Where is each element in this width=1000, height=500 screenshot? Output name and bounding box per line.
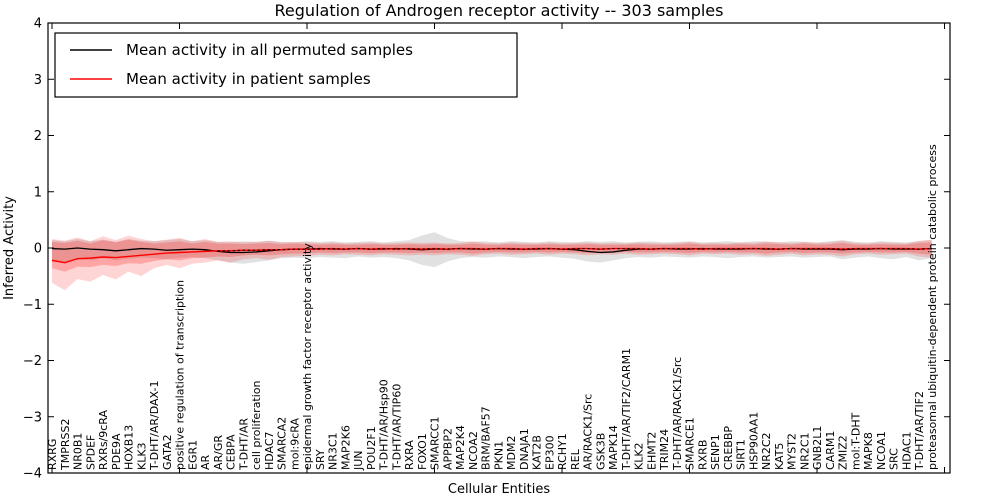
y-tick-label: 3 bbox=[34, 73, 42, 88]
legend: Mean activity in all permuted samples Me… bbox=[54, 32, 518, 98]
x-category-label: T-DHT/AR/TIF2/CARM1 bbox=[620, 348, 633, 471]
x-category-label: MAP2K6 bbox=[339, 425, 352, 470]
x-category-label: AR/GR bbox=[212, 435, 225, 470]
y-tick-label: 4 bbox=[34, 17, 42, 32]
x-category-label: SMARCC1 bbox=[429, 417, 442, 470]
x-category-label: T-DHT/AR bbox=[237, 418, 250, 471]
x-category-label: MYST2 bbox=[786, 433, 799, 470]
x-category-label: NCOA1 bbox=[875, 431, 888, 470]
x-category-label: RXRG bbox=[46, 439, 59, 470]
x-category-label: MAP2K4 bbox=[454, 425, 467, 470]
x-category-label: HDAC1 bbox=[900, 431, 913, 470]
x-category-label: T-DHT/AR/RACK1/Src bbox=[671, 357, 684, 471]
y-axis-label: Inferred Activity bbox=[2, 196, 17, 300]
x-category-label: MDM2 bbox=[505, 436, 518, 470]
y-tick-label: 2 bbox=[34, 129, 42, 144]
x-category-label: CREBBP bbox=[722, 426, 735, 470]
y-tick-label: 1 bbox=[34, 185, 42, 200]
x-category-label: FOXO1 bbox=[416, 433, 429, 470]
plot-area: 4 3 2 1 0 −1 −2 −3 −4 RXRG TMPRSS2 NR0B1 SPDEF RXRs/9… bbox=[23, 17, 950, 482]
x-category-label: T-DHT/AR/DAX-1 bbox=[148, 381, 161, 471]
x-axis-label: Cellular Entities bbox=[448, 482, 550, 497]
x-category-label: TMPRSS2 bbox=[59, 419, 72, 471]
legend-label-permuted: Mean activity in all permuted samples bbox=[126, 41, 413, 59]
x-category-label: APPBP2 bbox=[441, 428, 454, 470]
x-category-label: EP300 bbox=[543, 435, 556, 470]
x-category-label: SRY bbox=[314, 449, 327, 470]
legend-entry-patient: Mean activity in patient samples bbox=[70, 70, 371, 88]
axes-frame bbox=[47, 22, 951, 474]
x-category-label: CEBPA bbox=[225, 434, 238, 470]
x-category-label: NR2C2 bbox=[760, 432, 773, 470]
x-category-label: SMARCA2 bbox=[276, 417, 289, 470]
x-category-label: PKN1 bbox=[492, 441, 505, 470]
legend-entry-permuted: Mean activity in all permuted samples bbox=[70, 41, 413, 59]
x-category-label: RCHY1 bbox=[556, 433, 569, 470]
x-category-label: KLK3 bbox=[135, 442, 148, 470]
x-category-label: AR bbox=[199, 454, 212, 470]
x-category-label: HSP90AA1 bbox=[747, 412, 760, 470]
y-tick-label: −4 bbox=[23, 467, 42, 482]
x-category-label: EHMT2 bbox=[645, 432, 658, 470]
permuted-band bbox=[52, 232, 932, 268]
x-category-label: AR/RACK1/Src bbox=[582, 394, 595, 470]
x-category-label: KAT2B bbox=[531, 435, 544, 470]
x-category-label: MAPK8 bbox=[862, 432, 875, 470]
x-category-label: SMARCE1 bbox=[684, 417, 697, 470]
x-category-label: RXRB bbox=[696, 440, 709, 470]
series-line-1 bbox=[51, 247, 932, 264]
chart-title: Regulation of Androgen receptor activity… bbox=[275, 1, 724, 20]
x-category-label: T-DHT/AR/TIP60 bbox=[390, 384, 403, 471]
x-category-label: mol:9cRA bbox=[288, 418, 301, 470]
x-category-label: ZMIZ2 bbox=[837, 435, 850, 470]
x-category-label: NCOA2 bbox=[467, 431, 480, 470]
x-category-label: CARM1 bbox=[824, 431, 837, 470]
x-category-label: NR0B1 bbox=[72, 433, 85, 470]
x-category-label: HOXB13 bbox=[123, 425, 136, 470]
x-category-label: T-DHT/AR/Hsp90 bbox=[378, 379, 391, 471]
legend-box bbox=[54, 32, 518, 98]
x-category-label: HDAC7 bbox=[263, 431, 276, 470]
x-category-label: MAPK14 bbox=[607, 425, 620, 470]
x-category-label: SIRT1 bbox=[735, 439, 748, 470]
x-category-label: REL bbox=[569, 448, 582, 470]
y-tick-label: −2 bbox=[23, 354, 42, 369]
x-category-label: SPDEF bbox=[84, 435, 97, 470]
x-category-label: KAT5 bbox=[773, 443, 786, 470]
x-category-label: mol:T-DHT bbox=[849, 412, 862, 470]
x-category-label: GSK3B bbox=[594, 433, 607, 470]
x-category-label: NR3C1 bbox=[327, 432, 340, 470]
overlap-dash-texture bbox=[217, 247, 932, 252]
x-category-label: TRIM24 bbox=[658, 429, 671, 471]
x-category-label: RXRs/9cRA bbox=[97, 409, 110, 470]
x-category-label: epidermal growth factor receptor activit… bbox=[301, 243, 314, 470]
x-category-label: JUN bbox=[352, 450, 365, 471]
x-category-label: SENP1 bbox=[709, 434, 722, 470]
patient-band-inner bbox=[52, 239, 932, 272]
x-category-label: RXRA bbox=[403, 440, 416, 470]
x-category-label: DNAJA1 bbox=[518, 428, 531, 470]
y-tick-label: −3 bbox=[23, 410, 42, 425]
x-category-label: BRM/BAF57 bbox=[480, 406, 493, 470]
x-category-label: POU2F1 bbox=[365, 426, 378, 470]
x-category-label: KLK2 bbox=[633, 442, 646, 470]
legend-label-patient: Mean activity in patient samples bbox=[126, 70, 371, 88]
y-tick-label: −1 bbox=[23, 298, 42, 313]
x-category-label: PDE9A bbox=[110, 433, 123, 470]
x-category-label: GATA2 bbox=[161, 434, 174, 470]
x-category-label: T-DHT/AR/TIF2 bbox=[913, 391, 926, 471]
x-category-label: SRC bbox=[888, 448, 901, 470]
y-tick-label: 0 bbox=[34, 242, 42, 257]
x-category-label: GNB2L1 bbox=[811, 426, 824, 470]
x-category-label: EGR1 bbox=[186, 440, 199, 470]
x-category-label: proteasomal ubiquitin-dependent protein … bbox=[926, 144, 939, 470]
x-category-label: cell proliferation bbox=[250, 380, 263, 470]
x-category-label: positive regulation of transcription bbox=[174, 280, 187, 470]
x-category-label: NR2C1 bbox=[798, 432, 811, 470]
